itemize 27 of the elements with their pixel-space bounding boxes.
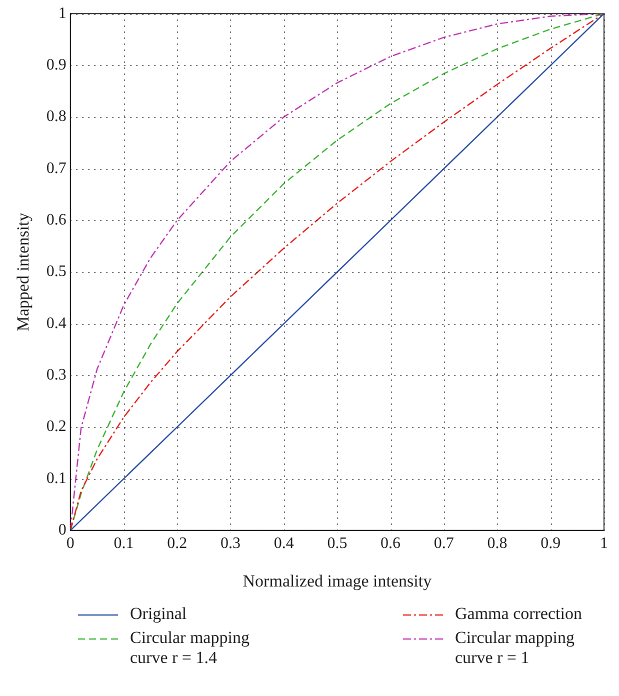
y-tick-label: 1 — [58, 4, 66, 22]
x-tick-label: 0.3 — [220, 535, 240, 552]
x-tick-label: 0.8 — [487, 535, 508, 552]
x-tick-label: 0.4 — [274, 535, 294, 552]
legend-label: Original — [130, 604, 187, 624]
legend-label: Circular mapping curve r = 1 — [455, 628, 576, 668]
y-tick-label: 0.8 — [46, 108, 66, 126]
x-tick-label: 1 — [600, 535, 608, 552]
legend-label: Gamma correction — [455, 604, 582, 624]
y-tick-label: 0.9 — [46, 56, 66, 74]
y-tick-label: 0.1 — [46, 470, 66, 487]
y-tick-label: 0.3 — [46, 366, 66, 384]
x-tick-label: 0.9 — [540, 535, 561, 552]
x-tick-label: 0.5 — [327, 535, 348, 552]
y-tick-label: 0.7 — [46, 160, 66, 177]
y-tick-label: 0 — [58, 522, 66, 539]
x-tick-label: 0.1 — [114, 535, 134, 552]
x-tick-label: 0.7 — [434, 535, 454, 552]
y-tick-label: 0.5 — [46, 263, 66, 280]
y-tick-label: 0.6 — [46, 212, 66, 229]
x-tick-label: 0.6 — [380, 535, 401, 552]
y-tick-label: 0.2 — [46, 418, 66, 436]
x-tick-label: 0.2 — [167, 535, 188, 552]
y-axis-title: Mapped intensity — [14, 212, 33, 332]
x-axis-title: Normalized image intensity — [242, 571, 432, 590]
y-tick-label: 0.4 — [46, 314, 66, 332]
legend-label: Circular mapping curve r = 1.4 — [130, 628, 250, 668]
